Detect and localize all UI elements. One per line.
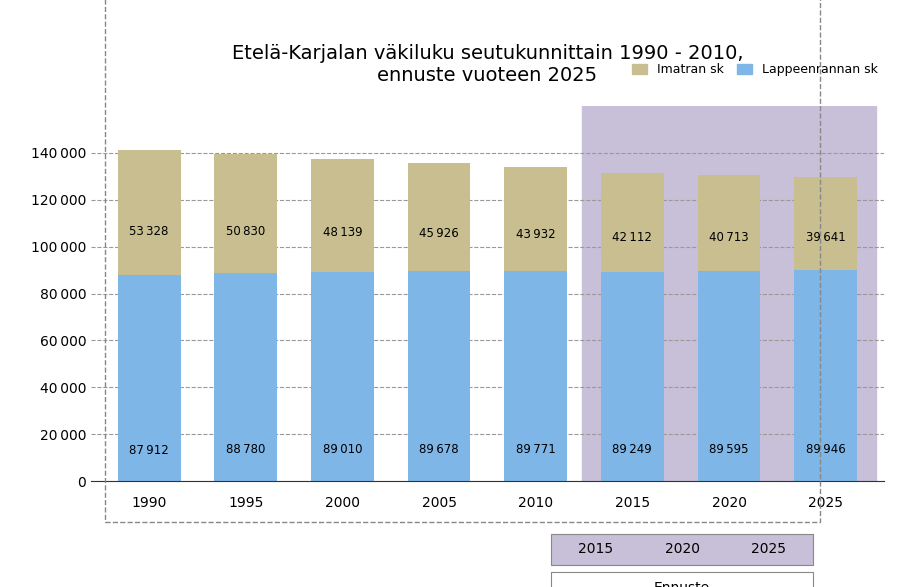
Bar	[118, 275, 180, 481]
Text: 1995: 1995	[228, 497, 263, 510]
Text: 40 713: 40 713	[709, 231, 749, 244]
Text: 89 946: 89 946	[806, 443, 845, 456]
Bar	[794, 270, 857, 481]
Bar	[601, 272, 664, 481]
Text: 2015: 2015	[615, 497, 650, 510]
Bar	[311, 272, 374, 481]
Text: 89 595: 89 595	[710, 443, 749, 456]
Text: 2000: 2000	[325, 497, 360, 510]
Text: 48 139: 48 139	[322, 226, 363, 239]
Text: 2020: 2020	[711, 497, 746, 510]
Text: Ennuste: Ennuste	[654, 581, 711, 587]
Text: 2020: 2020	[665, 542, 700, 556]
Bar	[505, 167, 568, 271]
Text: 87 912: 87 912	[129, 444, 169, 457]
Text: 89 678: 89 678	[419, 443, 459, 456]
Text: 2010: 2010	[518, 497, 553, 510]
Text: 2005: 2005	[422, 497, 456, 510]
Bar	[581, 106, 876, 481]
Text: 89 771: 89 771	[516, 443, 556, 456]
Title: Etelä-Karjalan väkiluku seutukunnittain 1990 - 2010,
ennuste vuoteen 2025: Etelä-Karjalan väkiluku seutukunnittain …	[231, 43, 743, 85]
Text: 2025: 2025	[751, 542, 786, 556]
Text: 2015: 2015	[578, 542, 614, 556]
Text: 53 328: 53 328	[129, 225, 169, 238]
Bar	[698, 176, 761, 271]
Text: 43 932: 43 932	[516, 228, 556, 241]
Bar	[407, 271, 470, 481]
Text: 45 926: 45 926	[419, 227, 459, 239]
Legend: Imatran sk, Lappeenrannan sk: Imatran sk, Lappeenrannan sk	[632, 63, 877, 76]
Text: 89 249: 89 249	[612, 443, 652, 456]
Text: 42 112: 42 112	[612, 231, 652, 244]
Text: 89 010: 89 010	[322, 443, 363, 456]
Text: 50 830: 50 830	[226, 225, 265, 238]
Text: 2025: 2025	[808, 497, 844, 510]
Bar	[118, 150, 180, 275]
Text: 88 780: 88 780	[226, 443, 265, 456]
Bar	[311, 159, 374, 272]
Text: 1990: 1990	[131, 497, 167, 510]
Bar	[698, 271, 761, 481]
Text: 39 641: 39 641	[806, 231, 845, 244]
Bar	[407, 163, 470, 271]
Bar	[505, 271, 568, 481]
Bar	[214, 273, 277, 481]
Bar	[794, 177, 857, 270]
Bar	[601, 173, 664, 272]
Bar	[214, 154, 277, 273]
